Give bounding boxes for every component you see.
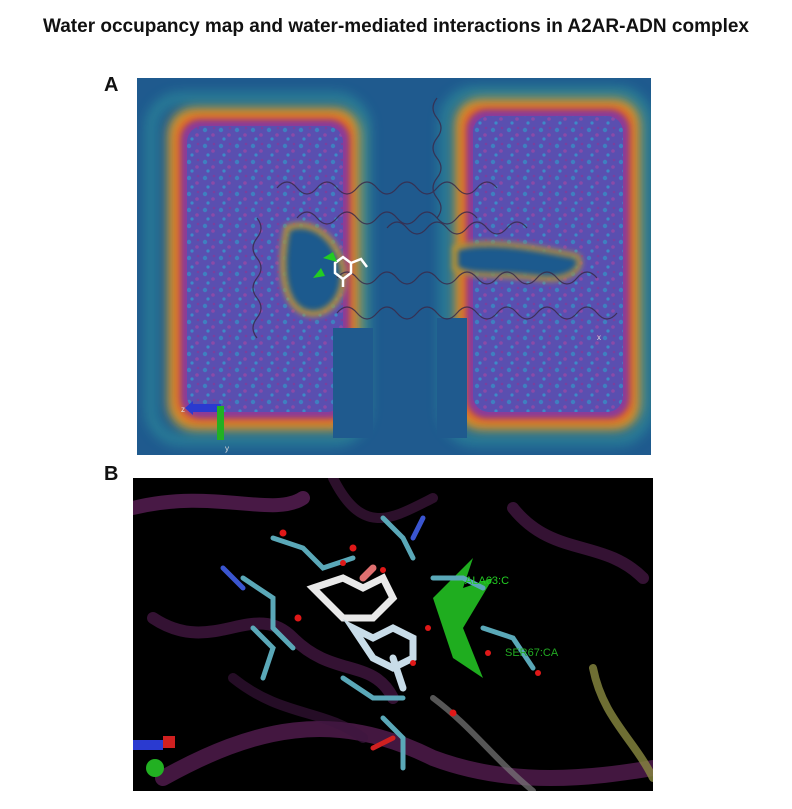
water-molecules [279, 529, 541, 717]
protein-ribbons [133, 478, 653, 791]
ligand-structure [333, 255, 368, 287]
water-occupancy-map-image: z y x [137, 78, 651, 455]
ligand-structure [306, 564, 417, 692]
water-mediated-interactions-view: ALA63:C SER67:CA [133, 478, 653, 791]
left-occupancy-region [146, 93, 373, 445]
residue-label-ala63: ALA63:C [465, 575, 509, 587]
residue-sticks [220, 515, 536, 771]
water-mediated-interactions-image: ALA63:C SER67:CA [133, 478, 653, 791]
axis-x-label: x [597, 333, 601, 342]
water-occupancy-map: z y x [137, 78, 651, 455]
axis-z-label: z [181, 405, 185, 414]
ligand-highlights [313, 252, 337, 278]
residue-label-ser67: SER67:CA [505, 647, 559, 659]
panel-b-label: B [104, 463, 119, 485]
protein-helices [252, 97, 618, 339]
axis-y-label: y [225, 444, 229, 453]
figure-title: Water occupancy map and water-mediated i… [43, 16, 749, 37]
axis-triad [133, 736, 175, 777]
axis-triad: z y x [181, 333, 601, 453]
right-occupancy-region [437, 87, 651, 445]
panel-a-label: A [104, 74, 119, 96]
